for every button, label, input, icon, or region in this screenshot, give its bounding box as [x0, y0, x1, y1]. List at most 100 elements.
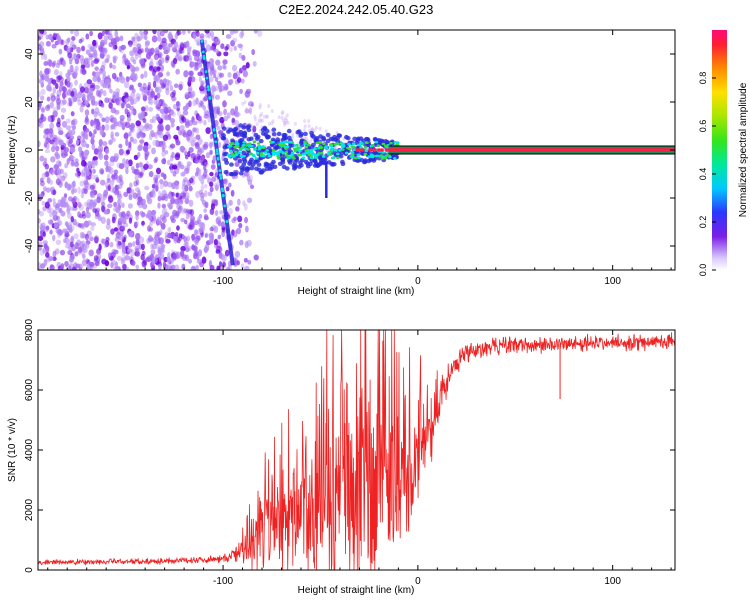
- noise-speck: [91, 143, 96, 151]
- noise-speck: [215, 184, 219, 192]
- spectrogram-plot-area: [38, 30, 675, 270]
- noise-speck: [189, 72, 193, 78]
- noise-speck: [318, 126, 322, 131]
- carrier-envelope-dot: [269, 165, 275, 170]
- noise-speck: [182, 179, 186, 187]
- carrier-core-dot: [284, 153, 289, 157]
- noise-speck: [91, 108, 95, 115]
- noise-speck: [175, 152, 181, 158]
- noise-speck: [209, 150, 213, 155]
- noise-speck: [45, 142, 50, 149]
- noise-speck: [209, 264, 215, 270]
- noise-speck: [68, 221, 73, 226]
- noise-speck: [96, 196, 101, 204]
- noise-speck: [200, 184, 205, 191]
- carrier-core-dot: [357, 143, 361, 147]
- noise-speck: [40, 107, 45, 113]
- noise-speck: [156, 102, 161, 108]
- carrier-core-dot: [237, 151, 242, 155]
- carrier-line-onset-dot: [372, 148, 377, 152]
- noise-speck: [90, 222, 96, 227]
- diagonal-line-dot: [202, 56, 206, 60]
- noise-speck: [233, 259, 239, 267]
- spectrogram-axes: -100 0 100 -40 -20 0 20 40: [24, 30, 675, 287]
- noise-speck: [201, 256, 207, 264]
- noise-speck: [88, 261, 95, 267]
- noise-speck: [42, 247, 46, 254]
- noise-speck: [214, 94, 221, 100]
- carrier-core-dot: [344, 151, 349, 155]
- noise-speck: [102, 90, 107, 97]
- noise-speck: [244, 90, 251, 98]
- carrier-envelope-dot: [365, 136, 370, 142]
- noise-speck: [144, 185, 150, 191]
- noise-speck: [192, 33, 196, 40]
- noise-speck: [39, 155, 45, 162]
- carrier-core-dot: [374, 140, 379, 144]
- noise-speck: [202, 105, 207, 111]
- carrier-core-dot: [317, 151, 321, 155]
- carrier-core-dot: [309, 156, 314, 160]
- noise-speck: [151, 190, 156, 198]
- noise-speck: [182, 254, 187, 259]
- noise-speck: [93, 255, 99, 261]
- noise-speck: [188, 58, 192, 63]
- noise-speck: [135, 264, 140, 270]
- carrier-core-dot: [235, 142, 240, 146]
- noise-speck: [97, 145, 104, 153]
- diagonal-line-dot: [219, 177, 223, 180]
- noise-speck: [92, 75, 98, 82]
- carrier-envelope-dot: [329, 161, 335, 167]
- carrier-envelope-dot: [246, 124, 252, 129]
- noise-speck: [119, 76, 126, 84]
- noise-speck: [56, 121, 61, 128]
- carrier-core-dot: [341, 144, 346, 148]
- noise-speck: [94, 174, 99, 181]
- noise-speck: [285, 113, 289, 118]
- noise-speck: [137, 36, 143, 42]
- noise-speck: [94, 84, 100, 90]
- noise-speck: [73, 71, 79, 77]
- noise-speck: [203, 215, 209, 221]
- noise-speck: [134, 174, 139, 182]
- noise-speck: [188, 146, 194, 153]
- noise-speck: [74, 251, 79, 257]
- noise-speck: [85, 143, 90, 149]
- noise-speck: [55, 83, 59, 90]
- noise-speck: [159, 214, 165, 221]
- noise-speck: [141, 250, 146, 256]
- colorbar-label: Normalized spectral amplitude: [738, 82, 749, 217]
- noise-speck: [69, 40, 75, 49]
- noise-speck: [107, 184, 112, 192]
- noise-speck: [188, 258, 192, 264]
- noise-speck: [229, 79, 234, 84]
- noise-speck: [159, 193, 164, 199]
- noise-speck: [45, 40, 51, 47]
- noise-speck: [60, 99, 66, 106]
- diagonal-line-dot: [215, 149, 219, 153]
- noise-speck: [149, 221, 153, 227]
- noise-speck: [115, 91, 120, 99]
- noise-speck: [230, 40, 236, 47]
- noise-speck: [128, 42, 133, 48]
- noise-speck: [47, 78, 52, 86]
- noise-speck: [252, 125, 257, 133]
- noise-speck: [74, 172, 81, 177]
- noise-speck: [173, 83, 179, 89]
- noise-speck: [165, 239, 171, 244]
- noise-speck: [100, 216, 106, 224]
- noise-speck: [219, 210, 224, 215]
- noise-speck: [242, 64, 247, 71]
- noise-speck: [161, 37, 167, 44]
- noise-speck: [100, 47, 105, 54]
- noise-speck: [138, 130, 144, 136]
- noise-speck: [52, 210, 58, 218]
- noise-speck: [207, 191, 213, 197]
- noise-speck: [113, 45, 118, 50]
- noise-speck: [70, 111, 75, 117]
- noise-speck: [182, 190, 187, 197]
- noise-speck: [215, 59, 221, 66]
- noise-speck: [203, 247, 210, 252]
- noise-speck: [171, 164, 178, 170]
- noise-speck: [246, 197, 253, 204]
